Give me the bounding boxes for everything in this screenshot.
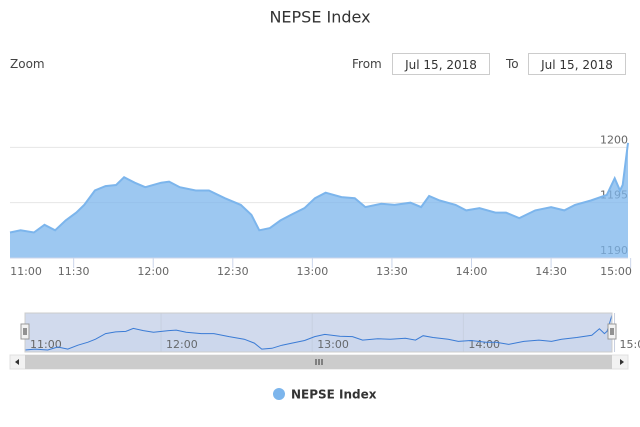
legend-marker bbox=[273, 388, 285, 400]
zoom-label: Zoom bbox=[10, 57, 45, 71]
x-tick-label: 12:00 bbox=[137, 265, 169, 278]
x-tick-label: 14:30 bbox=[535, 265, 567, 278]
chart-title: NEPSE Index bbox=[269, 8, 370, 27]
navigator-label: 15:00 bbox=[620, 338, 640, 351]
x-tick-label: 15:00 bbox=[600, 265, 632, 278]
x-tick-label: 14:00 bbox=[456, 265, 488, 278]
navigator-line bbox=[24, 314, 613, 351]
navigator-handle[interactable] bbox=[607, 323, 617, 340]
x-tick-label: 11:30 bbox=[58, 265, 90, 278]
x-tick-label: 11:00 bbox=[10, 265, 42, 278]
navigator-handle[interactable] bbox=[20, 323, 30, 340]
x-tick-label: 13:00 bbox=[297, 265, 329, 278]
navigator-label: 12:00 bbox=[166, 338, 198, 351]
from-label: From bbox=[352, 57, 382, 71]
from-input[interactable]: Jul 15, 2018 bbox=[392, 53, 490, 75]
line bbox=[9, 142, 629, 234]
navigator-label: 13:00 bbox=[317, 338, 349, 351]
navigator-mask bbox=[25, 313, 612, 352]
area bbox=[10, 142, 628, 258]
x-tick-label: 12:30 bbox=[217, 265, 249, 278]
navigator-area bbox=[25, 315, 612, 352]
to-input[interactable]: Jul 15, 2018 bbox=[528, 53, 626, 75]
scroll-right[interactable] bbox=[620, 359, 624, 365]
y-tick-label: 1200 bbox=[600, 133, 628, 146]
x-tick-label: 13:30 bbox=[376, 265, 408, 278]
to-label: To bbox=[506, 57, 519, 71]
scroll-left[interactable] bbox=[15, 359, 19, 365]
legend-label[interactable]: NEPSE Index bbox=[291, 388, 377, 402]
